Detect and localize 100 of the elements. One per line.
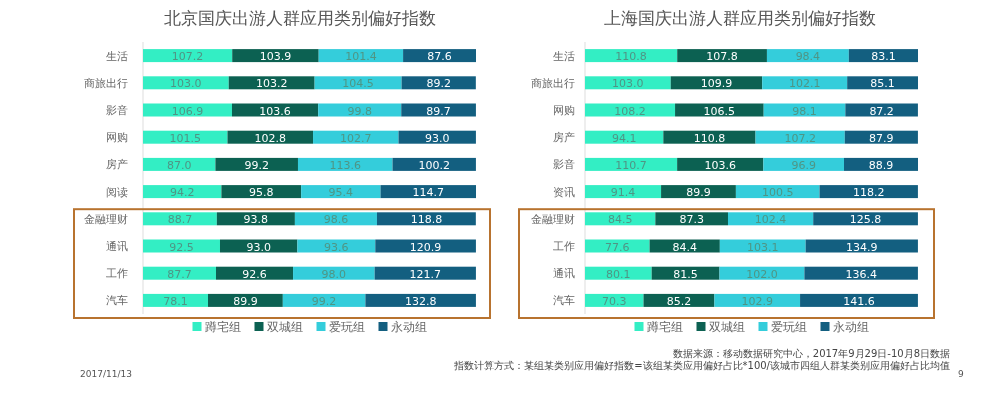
- y-tick-label: 金融理财: [84, 212, 128, 226]
- data-label: 100.5: [761, 186, 794, 200]
- bar: [819, 185, 918, 199]
- data-label: 99.2: [311, 294, 337, 308]
- data-label: 87.6: [427, 50, 452, 64]
- data-label: 78.1: [163, 294, 188, 308]
- data-label: 132.8: [404, 294, 437, 308]
- data-label: 102.8: [254, 131, 287, 145]
- data-label: 93.0: [246, 240, 271, 254]
- data-label: 92.6: [242, 267, 267, 281]
- legend-label: 蹲宅组: [204, 320, 241, 334]
- data-label: 87.2: [869, 104, 894, 118]
- data-label: 102.9: [741, 294, 773, 308]
- bar: [805, 239, 918, 253]
- bar: [374, 266, 476, 280]
- data-label: 89.9: [233, 294, 258, 308]
- legend-label: 永动组: [832, 320, 869, 334]
- data-label: 118.8: [410, 213, 443, 227]
- bar: [585, 239, 650, 253]
- data-label: 87.9: [869, 131, 894, 145]
- bar: [585, 130, 664, 144]
- data-label: 136.4: [845, 267, 877, 281]
- data-label: 101.4: [345, 50, 377, 64]
- y-tick-label: 影音: [553, 158, 575, 172]
- y-tick-label: 网购: [553, 104, 575, 117]
- data-label: 103.0: [170, 77, 202, 91]
- data-label: 91.4: [610, 186, 636, 200]
- data-label: 106.9: [171, 104, 204, 118]
- chart-title: 上海国庆出游人群应用类别偏好指数: [604, 8, 876, 28]
- data-label: 93.6: [324, 240, 349, 254]
- data-label: 102.0: [746, 267, 778, 281]
- source-note: 数据来源：移动数据研究中心，2017年9月29日-10月8日数据: [672, 348, 950, 359]
- data-label: 87.0: [166, 158, 192, 172]
- data-label: 110.7: [615, 158, 647, 172]
- bar: [143, 49, 233, 63]
- data-label: 94.2: [169, 186, 195, 200]
- data-label: 107.2: [171, 50, 204, 64]
- data-label: 92.5: [169, 240, 194, 254]
- bar: [143, 266, 216, 280]
- data-label: 93.8: [243, 213, 269, 227]
- y-tick-label: 房产: [106, 158, 128, 172]
- data-label: 134.9: [846, 240, 878, 254]
- data-label: 114.7: [412, 186, 445, 200]
- data-label: 110.8: [693, 131, 726, 145]
- legend-label: 双城组: [708, 320, 745, 334]
- data-label: 87.7: [167, 267, 192, 281]
- data-label: 141.6: [843, 294, 875, 308]
- bar: [215, 157, 298, 171]
- data-label: 85.1: [870, 77, 895, 91]
- data-label: 103.0: [612, 77, 644, 91]
- data-label: 89.2: [426, 77, 451, 91]
- data-label: 103.9: [259, 50, 292, 64]
- legend-label: 永动组: [390, 320, 427, 334]
- data-label: 100.2: [418, 158, 450, 172]
- data-label: 110.8: [615, 50, 647, 64]
- bar: [297, 157, 393, 171]
- legend-label: 爱玩组: [770, 320, 807, 334]
- bar: [585, 157, 678, 171]
- data-label: 89.9: [686, 186, 711, 200]
- data-label: 108.2: [614, 104, 646, 118]
- data-label: 103.1: [746, 240, 779, 254]
- bar: [845, 103, 918, 117]
- data-label: 109.9: [700, 77, 733, 91]
- text: 2017/11/13: [80, 369, 132, 379]
- data-label: 98.4: [795, 50, 821, 64]
- legend-label: 蹲宅组: [646, 320, 683, 334]
- data-label: 106.5: [703, 104, 736, 118]
- data-label: 98.1: [792, 104, 817, 118]
- y-tick-label: 商旅出行: [531, 76, 575, 90]
- data-label: 103.6: [259, 104, 291, 118]
- data-label: 107.8: [706, 50, 738, 64]
- bar: [585, 185, 662, 199]
- bar: [663, 130, 756, 144]
- y-tick-label: 汽车: [553, 294, 575, 308]
- data-label: 104.5: [342, 77, 374, 91]
- data-label: 121.7: [409, 267, 442, 281]
- legend-label: 爱玩组: [328, 320, 365, 334]
- bar: [376, 212, 476, 226]
- data-label: 103.2: [255, 77, 288, 91]
- data-label: 89.7: [426, 104, 451, 118]
- data-label: 98.0: [321, 267, 347, 281]
- bar: [800, 293, 918, 307]
- bar: [380, 185, 476, 199]
- data-label: 98.6: [323, 213, 349, 227]
- data-label: 103.6: [704, 158, 736, 172]
- data-label: 113.6: [329, 158, 361, 172]
- y-tick-label: 生活: [553, 49, 575, 63]
- chart-title: 北京国庆出游人群应用类别偏好指数: [164, 8, 436, 28]
- y-tick-label: 资讯: [553, 185, 575, 199]
- bar: [804, 266, 918, 280]
- bar: [375, 239, 476, 253]
- y-tick-label: 商旅出行: [84, 76, 128, 90]
- data-label: 94.1: [611, 131, 637, 145]
- legend-label: 双城组: [266, 320, 303, 334]
- data-label: 101.5: [169, 131, 201, 145]
- bar: [313, 130, 399, 144]
- data-label: 88.9: [868, 158, 894, 172]
- y-tick-label: 汽车: [106, 294, 128, 308]
- text: 指数计算方式：某组某类别应用偏好指数=该组某类应用偏好占比*100/该城市四组人群某类别应用偏好占比均值: [453, 360, 950, 371]
- data-label: 102.4: [754, 213, 787, 227]
